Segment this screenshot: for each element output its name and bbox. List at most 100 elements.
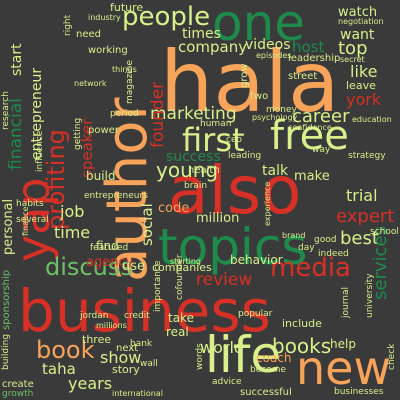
word-credit: credit [124,311,150,321]
word-take: take [168,311,194,325]
word-university: university [365,273,375,318]
word-years: years [68,374,113,393]
word-three: three [82,333,112,346]
word-find: find [96,239,119,253]
word-marketing: marketing [150,104,237,124]
word-free: free [270,113,349,159]
word-social: social [138,203,156,246]
word-power: power [88,125,119,136]
word-include: include [282,317,322,330]
word-education: education [352,115,392,124]
word-wall: wall [140,359,158,369]
word-like: like [350,62,378,81]
word-getting: getting [73,117,83,150]
word-best: best [340,228,379,249]
word-habits: habits [16,199,44,209]
word-starting: starting [170,257,202,266]
word-people: people [122,2,211,32]
word-check: check [387,343,397,370]
word-strategy: strategy [348,151,386,161]
word-code: code [158,201,190,216]
word-international: international [112,389,163,398]
word-network: network [74,79,107,88]
word-business: business [18,277,271,345]
word-sponsorship: sponsorship [1,269,12,330]
word-use: use [122,259,146,274]
word-make: make [294,169,330,184]
word-become: become [250,365,287,375]
word-host: host [292,38,325,56]
word-day: day [298,243,315,253]
word-first: first [182,121,245,159]
word-agency: agency [86,255,134,270]
word-help: help [330,337,356,351]
word-industry: industry [88,13,121,22]
word-working: working [88,45,128,56]
word-confidence: confidence [288,123,332,132]
word-leave: leave [346,79,376,92]
word-watch: watch [338,5,378,20]
word-career: career [292,106,350,127]
word-building: building [1,333,11,370]
word-human: human [200,119,232,129]
word-health: health [188,165,220,176]
word-want: want [340,27,375,43]
word-top: top [338,38,368,59]
word-companies: companies [152,261,212,274]
word-personal: personal [1,198,16,255]
word-create: create [2,379,34,390]
word-negotiation: negotiation [338,17,384,26]
word-young: young [156,158,219,182]
word-jordan: jordan [80,311,109,321]
word-hala: hala [160,33,340,131]
word-experience: experience [263,181,272,226]
word-growth: growth [2,389,34,399]
word-featured: featured [90,243,129,253]
word-job: job [60,202,85,221]
word-media: media [270,253,351,283]
word-next: next [116,343,139,354]
word-secret: secret [340,55,365,64]
word-street: street [288,71,318,82]
word-build: build [86,169,116,183]
word-york: york [346,90,382,109]
word-times: times [182,26,221,42]
word-several: several [16,215,49,225]
word-taha: taha [42,360,76,378]
word-coach: coach [256,351,292,365]
word-importance: importance [153,260,163,312]
word-story: story [112,363,140,376]
word-trial: trial [346,186,378,205]
word-bank: bank [130,339,153,349]
word-money: money [266,105,297,115]
word-one: one [212,0,306,52]
word-books: books [272,334,332,358]
word-behavior: behavior [230,253,283,267]
word-need: need [76,29,101,40]
word-things: things [112,65,137,74]
word-start: start [9,43,25,76]
word-right: right [63,14,73,36]
word-two: two [250,91,269,102]
word-psychology: psychology [252,113,298,122]
word-episodes: episodes [256,51,292,60]
word-finance: finance [21,206,30,236]
word-time: time [54,223,91,242]
word-founder: founder [148,81,168,148]
word-expert: expert [336,206,395,227]
word-indeed: indeed [318,249,349,259]
word-school: school [370,227,399,237]
word-magazine: magazine [125,60,135,104]
word-research: research [1,91,11,130]
word-book: book [36,336,95,364]
word-popular: popular [238,309,273,319]
word-words: words [195,343,205,370]
word-topics: topics [158,218,308,276]
word-grow: grow [239,63,250,88]
word-discuss: discuss [45,253,133,281]
word-way: way [312,145,331,155]
word-brand: brand [282,231,306,240]
word-advice: advice [212,377,242,387]
word-review: review [196,270,253,290]
